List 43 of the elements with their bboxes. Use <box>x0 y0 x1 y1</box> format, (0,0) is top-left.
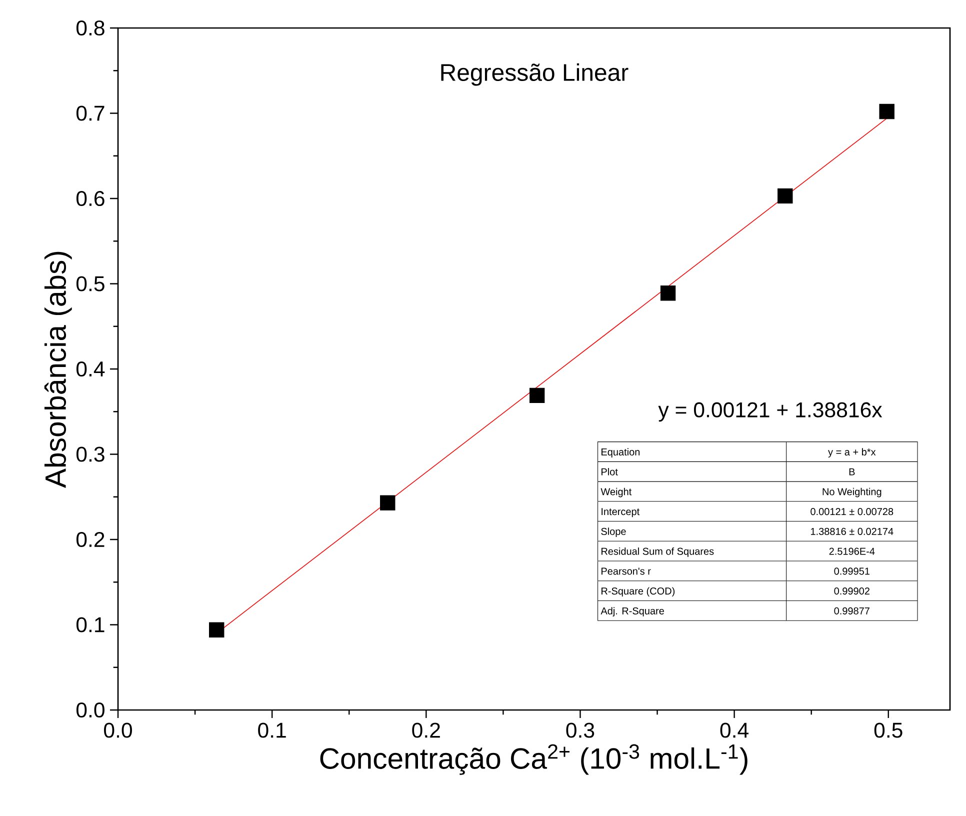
text: Regressão Linear <box>441 63 628 86</box>
annotation: y = 0.00121 + 1.38816x <box>658 402 882 422</box>
point <box>879 104 894 120</box>
annotation: 0.99902 <box>834 587 870 595</box>
annotation: Adj. R-Square <box>600 607 664 616</box>
point <box>209 622 224 638</box>
annotation: y = a + b*x <box>828 448 876 458</box>
y-tick-label: 0.0 <box>76 702 104 718</box>
annotation: B <box>849 468 855 476</box>
annotation: 0.00121 ± 0.00728 <box>810 508 894 516</box>
annotation: Residual Sum of Squares <box>602 548 714 557</box>
point <box>529 388 545 404</box>
annotation: 2.5196E-4 <box>829 548 875 555</box>
y-tick-label: 0.1 <box>76 617 104 632</box>
x-tick-label: 0.2 <box>412 722 440 738</box>
y-tick-label: 0.7 <box>76 106 104 121</box>
y-tick-label: 0.5 <box>76 276 104 292</box>
annotation: R-Square (COD) <box>602 587 675 597</box>
annotation: Intercept <box>602 508 640 518</box>
y-axis-title: Absorbância (abs) <box>44 252 72 488</box>
x-axis-title: Concentração Ca$^{2+}$ (10$^{-3}$ mol.L$^{-1}$) <box>320 744 748 775</box>
annotation: 1.38816 ± 0.02174 <box>810 528 894 535</box>
y-tick-label: 0.6 <box>76 190 104 206</box>
y-tick-label: 0.2 <box>76 532 104 548</box>
point <box>660 286 676 301</box>
annotation: 0.99877 <box>834 607 870 614</box>
x-tick-label: 0.5 <box>874 722 902 738</box>
annotation: Weight <box>600 488 632 498</box>
y-tick-label: 0.4 <box>76 361 105 377</box>
point <box>778 188 793 204</box>
annotation: Pearson's r <box>602 568 651 575</box>
x-tick-label: 0.1 <box>258 722 286 738</box>
x-tick-label: 0.0 <box>104 722 132 738</box>
point <box>380 495 396 510</box>
x-tick-label: 0.4 <box>720 722 748 738</box>
annotation: 0.99951 <box>834 568 870 575</box>
annotation: Equation <box>602 448 640 458</box>
y-tick-label: 0.8 <box>76 20 104 36</box>
annotation: Slope <box>601 528 626 537</box>
y-tick-label: 0.3 <box>76 446 104 462</box>
x-tick-label: 0.3 <box>566 722 594 738</box>
annotation: No Weighting <box>822 488 882 498</box>
annotation: Plot <box>602 468 618 476</box>
